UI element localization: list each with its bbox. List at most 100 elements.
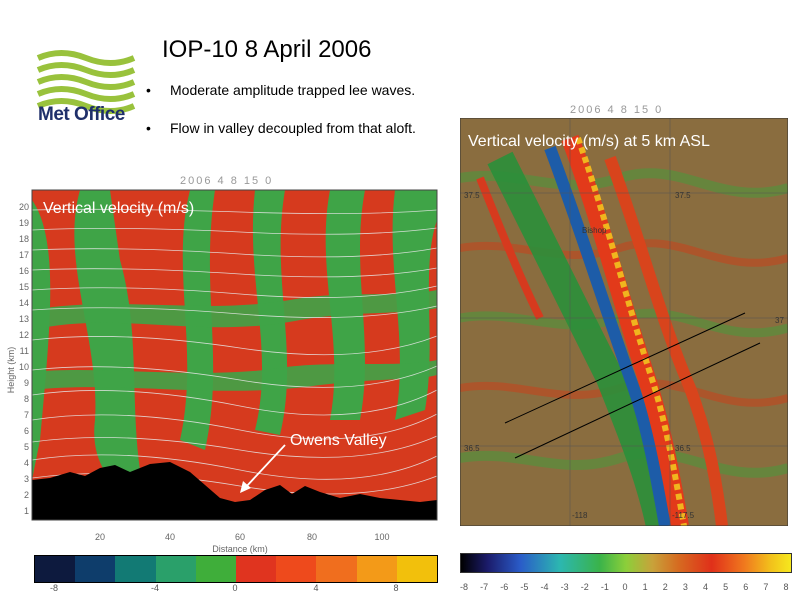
wave-band	[487, 151, 674, 526]
lat-label: 36.5	[675, 444, 691, 453]
downdraft-core	[544, 145, 671, 526]
cross-section-plot: Height (km) 1 2 3 4 5 6 7 8 9 10 11 12 1…	[6, 189, 438, 554]
lon-label: -117.5	[672, 511, 695, 520]
colorbar-tick: -4	[150, 583, 160, 593]
colorbar-swatch	[75, 556, 116, 582]
y-tick: 12	[19, 330, 29, 340]
colorbar-tick: -6	[500, 582, 509, 592]
colorbar-swatch	[396, 556, 438, 582]
updraft-core	[575, 137, 687, 526]
colorbar-tick: -8	[459, 582, 469, 592]
y-tick: 6	[24, 426, 29, 436]
colorbar-swatch	[276, 556, 317, 582]
y-tick: 8	[24, 394, 29, 404]
left-colorbar	[34, 555, 438, 583]
x-ticks: 20 40 60 80 100	[95, 532, 390, 542]
wave-band	[476, 176, 544, 320]
y-ticks: 1 2 3 4 5 6 7 8 9 10 11 12 13 14 15 16 1…	[19, 202, 29, 516]
colorbar-swatch	[155, 556, 196, 582]
colorbar-swatch	[236, 556, 277, 582]
plan-view-map: 37.5 37.5 37 36.5 36.5 -118 -117.5 Bisho…	[460, 118, 788, 526]
lat-label: 37.5	[675, 191, 691, 200]
y-tick: 9	[24, 378, 29, 388]
left-colorbar-ticks: -8 -4 0 4 8	[34, 583, 438, 597]
isentrope-lines	[31, 208, 438, 495]
colorbar-tick: 8	[783, 582, 789, 592]
y-tick: 15	[19, 282, 29, 292]
y-tick: 10	[19, 362, 29, 372]
y-tick: 4	[24, 458, 29, 468]
met-office-logo-text: Met Office	[38, 104, 125, 125]
lat-label: 37	[775, 316, 784, 325]
colorbar-tick: 4	[702, 582, 709, 592]
colorbar-tick: 0	[232, 583, 238, 593]
bullet-item: • Moderate amplitude trapped lee waves.	[146, 82, 416, 98]
y-tick: 7	[24, 410, 29, 420]
y-tick: 3	[24, 474, 29, 484]
x-tick: 40	[165, 532, 175, 542]
colorbar-tick: 2	[662, 582, 668, 592]
x-axis-label: Distance (km)	[212, 544, 268, 554]
y-tick: 20	[19, 202, 29, 212]
y-tick: 2	[24, 490, 29, 500]
bullet-text: Flow in valley decoupled from that aloft…	[170, 120, 416, 136]
terrain-silhouette	[32, 462, 437, 520]
valley-arrow	[244, 444, 286, 489]
colorbar-tick: -1	[600, 582, 609, 592]
lat-label: 36.5	[464, 444, 480, 453]
colorbar-tick: 0	[622, 582, 628, 592]
y-tick: 17	[19, 250, 29, 260]
y-tick: 11	[20, 346, 29, 356]
y-tick: 1	[24, 506, 29, 516]
y-tick: 18	[19, 234, 29, 244]
x-tick: 100	[374, 532, 389, 542]
colorbar-swatch	[356, 556, 397, 582]
left-panel-label: Vertical velocity (m/s)	[43, 200, 195, 217]
right-panel-date: 2006 4 8 15 0	[570, 104, 664, 116]
colorbar-tick: -7	[480, 582, 489, 592]
lon-label: -118	[572, 511, 588, 520]
colorbar-tick: 8	[393, 583, 399, 593]
colorbar-swatch	[195, 556, 237, 582]
x-tick: 60	[235, 532, 245, 542]
colorbar-tick: -4	[540, 582, 549, 592]
arrow-head-icon	[240, 481, 251, 493]
bullet-text: Moderate amplitude trapped lee waves.	[170, 82, 416, 98]
colorbar-swatch	[35, 556, 76, 582]
right-colorbar	[460, 553, 792, 573]
y-tick: 13	[19, 314, 29, 324]
map-labels: 37.5 37.5 37 36.5 36.5 -118 -117.5 Bisho…	[464, 191, 784, 520]
y-tick: 16	[19, 266, 29, 276]
y-tick: 19	[19, 218, 29, 228]
met-office-logo-waves-icon	[36, 50, 136, 114]
y-tick: 14	[19, 298, 29, 308]
colorbar-tick: 4	[313, 583, 319, 593]
y-tick: 5	[24, 442, 29, 452]
lat-label: 37.5	[464, 191, 480, 200]
colorbar-tick: -3	[560, 582, 569, 592]
wave-band	[604, 155, 728, 526]
colorbar-tick: 1	[642, 582, 648, 592]
colorbar-tick: -8	[49, 583, 59, 593]
colorbar-tick: 7	[763, 582, 769, 592]
x-tick: 80	[307, 532, 317, 542]
slide-title: IOP-10 8 April 2006	[162, 36, 372, 63]
x-tick: 20	[95, 532, 105, 542]
bullet-item: • Flow in valley decoupled from that alof…	[146, 120, 416, 136]
right-panel-label: Vertical velocity (m/s) at 5 km ASL	[468, 133, 710, 150]
colorbar-swatch	[115, 556, 156, 582]
colorbar-swatch	[316, 556, 357, 582]
plot-frame	[31, 189, 438, 521]
right-colorbar-ticks: -8 -7 -6 -5 -4 -3 -2 -1 0 1 2 3 4 5 6 7 8	[460, 582, 792, 596]
left-panel-date: 2006 4 8 15 0	[180, 175, 274, 187]
colorbar-tick: 6	[743, 582, 749, 592]
owens-valley-label: Owens Valley	[290, 432, 387, 449]
updraft-band	[561, 134, 689, 526]
place-label-bishop: Bishop	[582, 226, 607, 235]
section-lines	[504, 312, 761, 459]
colorbar-tick: -5	[520, 582, 529, 592]
y-axis-label: Height (km)	[6, 347, 16, 394]
colorbar-tick: 5	[723, 582, 729, 592]
colorbar-tick: 3	[682, 582, 688, 592]
colorbar-tick: -2	[580, 582, 589, 592]
